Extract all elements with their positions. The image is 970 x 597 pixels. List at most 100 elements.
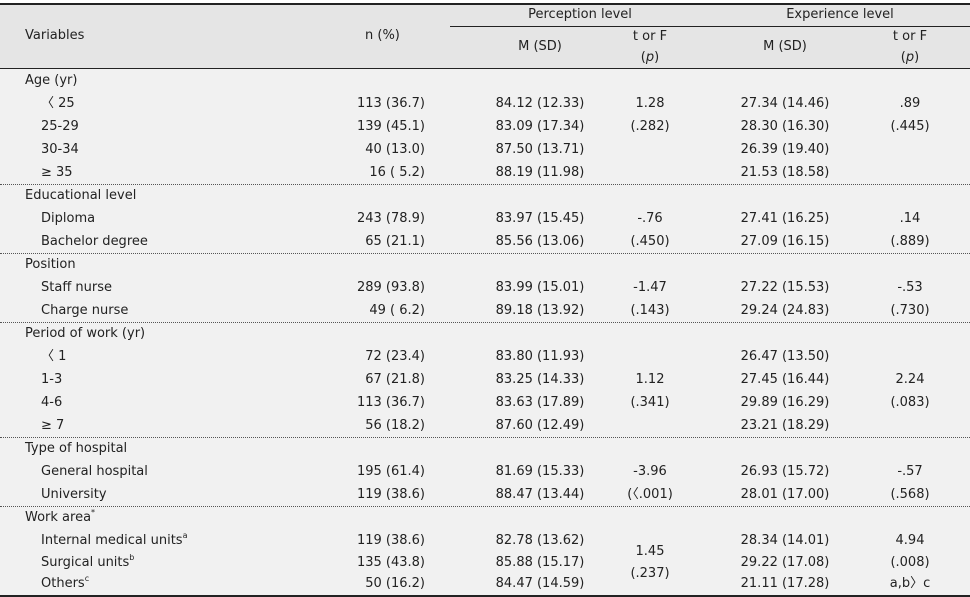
row-perception-m-sd: 88.19 (11.98) [495, 165, 585, 180]
row-experience-m-sd: 23.21 (18.29) [740, 418, 830, 433]
row-perception-t: -3.96 [633, 464, 667, 479]
row-label: 1-3 [41, 372, 63, 387]
row-n: 49 ( 6.2) [369, 303, 425, 318]
row-perception-t: -.76 [637, 211, 663, 226]
row-perception-m-sd: 88.47 (13.44) [495, 487, 585, 502]
section-divider [0, 253, 970, 254]
row-n: 50 (16.2) [365, 576, 425, 591]
header-perception-level: Perception level [528, 7, 632, 22]
row-n: 16 ( 5.2) [369, 165, 425, 180]
section-title: Type of hospital [25, 441, 128, 456]
row-experience-m-sd: 29.22 (17.08) [740, 555, 830, 570]
row-label: Staff nurse [41, 280, 112, 295]
merged-perception-p: (.237) [630, 566, 670, 581]
header-experience-t-or-f: t or F [892, 29, 928, 44]
row-perception-m-sd: 85.56 (13.06) [495, 234, 585, 249]
row-perception-p: (.450) [630, 234, 670, 249]
row-experience-m-sd: 21.53 (18.58) [740, 165, 830, 180]
superscript: b [129, 552, 135, 562]
row-label: General hospital [41, 464, 148, 479]
row-perception-m-sd: 83.97 (15.45) [495, 211, 585, 226]
row-perception-t: 1.12 [635, 372, 665, 387]
row-perception-t: -1.47 [633, 280, 667, 295]
row-label: ≥ 35 [41, 165, 73, 180]
header-rule [0, 68, 970, 69]
row-experience-p: (.568) [890, 487, 930, 502]
row-experience-t: .89 [899, 96, 921, 111]
row-perception-m-sd: 81.69 (15.33) [495, 464, 585, 479]
table-header-background [0, 4, 970, 68]
table-body-background [0, 68, 970, 595]
row-experience-t: .14 [899, 211, 921, 226]
row-experience-t: 2.24 [895, 372, 925, 387]
row-n: 139 (45.1) [356, 119, 425, 134]
row-label: University [41, 487, 107, 502]
row-perception-m-sd: 83.80 (11.93) [495, 349, 585, 364]
top-rule [0, 3, 970, 5]
row-perception-m-sd: 83.63 (17.89) [495, 395, 585, 410]
row-experience-m-sd: 29.89 (16.29) [740, 395, 830, 410]
row-perception-m-sd: 82.78 (13.62) [495, 533, 585, 548]
header-experience-p: (p) [900, 50, 920, 65]
footnote-marker: * [91, 507, 96, 517]
header-experience-m-sd: M (SD) [763, 39, 807, 54]
row-experience-m-sd: 26.47 (13.50) [740, 349, 830, 364]
row-n: 195 (61.4) [356, 464, 425, 479]
row-label: 25-29 [41, 119, 79, 134]
header-experience-level: Experience level [786, 7, 894, 22]
row-label: 30-34 [41, 142, 79, 157]
row-experience-m-sd: 27.45 (16.44) [740, 372, 830, 387]
row-perception-m-sd: 83.99 (15.01) [495, 280, 585, 295]
row-experience-posthoc: a,b〉c [889, 576, 931, 591]
row-n: 119 (38.6) [356, 487, 425, 502]
bottom-rule [0, 595, 970, 597]
row-perception-m-sd: 87.50 (13.71) [495, 142, 585, 157]
row-experience-p: (.008) [890, 555, 930, 570]
section-title: Educational level [25, 188, 137, 203]
superscript: a [182, 530, 188, 540]
section-title: Age (yr) [25, 73, 78, 88]
row-n: 56 (18.2) [365, 418, 425, 433]
row-n: 243 (78.9) [356, 211, 425, 226]
row-label: Surgical unitsb [41, 552, 135, 570]
row-experience-p: (.730) [890, 303, 930, 318]
row-experience-m-sd: 28.01 (17.00) [740, 487, 830, 502]
row-perception-m-sd: 84.12 (12.33) [495, 96, 585, 111]
superscript: c [84, 573, 90, 583]
row-label: Diploma [41, 211, 96, 226]
row-n: 289 (93.8) [356, 280, 425, 295]
row-experience-m-sd: 28.34 (14.01) [740, 533, 830, 548]
row-perception-m-sd: 83.25 (14.33) [495, 372, 585, 387]
row-experience-m-sd: 26.93 (15.72) [740, 464, 830, 479]
row-experience-t: -.57 [897, 464, 923, 479]
row-n: 119 (38.6) [356, 533, 425, 548]
row-experience-m-sd: 27.41 (16.25) [740, 211, 830, 226]
row-label: 4-6 [41, 395, 63, 410]
section-divider [0, 322, 970, 323]
row-n: 135 (43.8) [356, 555, 425, 570]
header-perception-p: (p) [640, 50, 660, 65]
row-experience-t: -.53 [897, 280, 923, 295]
row-n: 65 (21.1) [365, 234, 425, 249]
row-label: Othersc [41, 573, 90, 591]
row-n: 113 (36.7) [356, 395, 425, 410]
row-n: 113 (36.7) [356, 96, 425, 111]
row-label: Charge nurse [41, 303, 129, 318]
section-divider [0, 506, 970, 507]
row-experience-p: (.083) [890, 395, 930, 410]
row-label: ≥ 7 [41, 418, 65, 433]
row-experience-p: (.889) [890, 234, 930, 249]
section-title: Position [25, 257, 76, 272]
row-n: 40 (13.0) [365, 142, 425, 157]
row-label: Bachelor degree [41, 234, 148, 249]
row-perception-p: (.143) [630, 303, 670, 318]
row-experience-p: (.445) [890, 119, 930, 134]
section-divider [0, 184, 970, 185]
section-title: Work area* [25, 507, 96, 525]
row-experience-m-sd: 28.30 (16.30) [740, 119, 830, 134]
row-perception-m-sd: 89.18 (13.92) [495, 303, 585, 318]
row-label: Internal medical unitsa [41, 530, 188, 548]
row-n: 72 (23.4) [365, 349, 425, 364]
row-perception-m-sd: 85.88 (15.17) [495, 555, 585, 570]
